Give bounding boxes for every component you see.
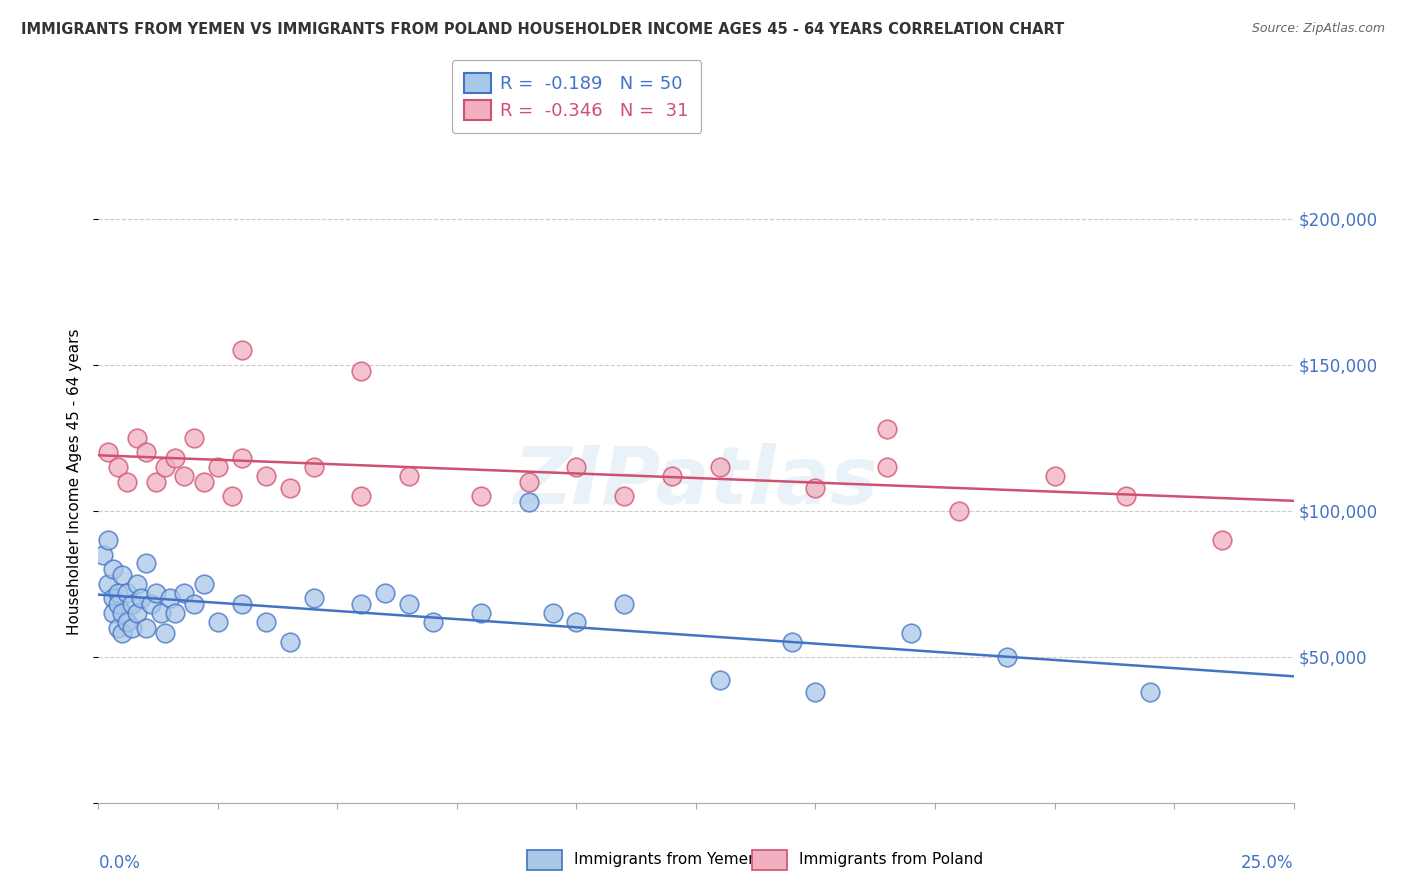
Point: [135, 445, 157, 459]
Point: [278, 635, 301, 649]
Point: [135, 557, 157, 571]
Point: [107, 597, 129, 611]
Point: [163, 606, 186, 620]
Point: [398, 468, 420, 483]
Point: [398, 597, 420, 611]
Point: [948, 504, 970, 518]
Point: [101, 606, 124, 620]
Point: [517, 495, 540, 509]
Point: [302, 460, 325, 475]
Point: [163, 451, 186, 466]
Point: [107, 585, 129, 599]
Point: [97, 533, 120, 547]
Y-axis label: Householder Income Ages 45 - 64 years: Householder Income Ages 45 - 64 years: [66, 328, 82, 635]
Point: [254, 615, 277, 629]
Point: [780, 635, 803, 649]
Point: [207, 460, 229, 475]
Point: [231, 343, 253, 358]
Point: [111, 606, 134, 620]
Point: [1115, 489, 1137, 503]
Point: [470, 606, 492, 620]
Point: [159, 591, 181, 606]
Point: [97, 577, 120, 591]
Point: [231, 451, 253, 466]
Point: [517, 475, 540, 489]
Point: [193, 577, 215, 591]
Point: [125, 577, 148, 591]
Point: [145, 585, 167, 599]
Point: [111, 568, 134, 582]
Point: [115, 615, 138, 629]
Point: [422, 615, 444, 629]
Point: [876, 422, 898, 436]
Point: [254, 468, 277, 483]
Point: [565, 615, 588, 629]
Point: [661, 468, 683, 483]
Point: [1139, 685, 1161, 699]
Point: [876, 460, 898, 475]
Text: Immigrants from Poland: Immigrants from Poland: [799, 853, 983, 867]
Point: [131, 591, 153, 606]
Point: [613, 597, 636, 611]
Point: [350, 597, 373, 611]
Point: [91, 548, 114, 562]
Point: [613, 489, 636, 503]
Point: [565, 460, 588, 475]
Point: [115, 585, 138, 599]
Point: [541, 606, 564, 620]
Point: [278, 481, 301, 495]
Text: 25.0%: 25.0%: [1241, 855, 1294, 872]
Text: IMMIGRANTS FROM YEMEN VS IMMIGRANTS FROM POLAND HOUSEHOLDER INCOME AGES 45 - 64 : IMMIGRANTS FROM YEMEN VS IMMIGRANTS FROM…: [21, 22, 1064, 37]
Point: [995, 649, 1018, 664]
Text: 0.0%: 0.0%: [98, 855, 141, 872]
Point: [231, 597, 253, 611]
Point: [101, 591, 124, 606]
Point: [121, 621, 143, 635]
Point: [121, 597, 143, 611]
Text: ZIPatlas: ZIPatlas: [513, 442, 879, 521]
Point: [470, 489, 492, 503]
Point: [350, 489, 373, 503]
Point: [183, 431, 205, 445]
Point: [350, 364, 373, 378]
Point: [155, 460, 177, 475]
Point: [1043, 468, 1066, 483]
Point: [302, 591, 325, 606]
Point: [97, 445, 120, 459]
Text: Source: ZipAtlas.com: Source: ZipAtlas.com: [1251, 22, 1385, 36]
Point: [149, 606, 172, 620]
Point: [193, 475, 215, 489]
Point: [135, 621, 157, 635]
Point: [804, 481, 827, 495]
Point: [900, 626, 922, 640]
Point: [183, 597, 205, 611]
Point: [173, 468, 195, 483]
Point: [207, 615, 229, 629]
Point: [374, 585, 396, 599]
Point: [173, 585, 195, 599]
Point: [111, 626, 134, 640]
Point: [709, 673, 731, 688]
Point: [107, 621, 129, 635]
Point: [221, 489, 243, 503]
Point: [709, 460, 731, 475]
Point: [804, 685, 827, 699]
Point: [145, 475, 167, 489]
Point: [125, 606, 148, 620]
Point: [101, 562, 124, 576]
Point: [139, 597, 162, 611]
Point: [115, 475, 138, 489]
Point: [1211, 533, 1233, 547]
Point: [107, 460, 129, 475]
Text: Immigrants from Yemen: Immigrants from Yemen: [574, 853, 758, 867]
Legend: R =  -0.189   N = 50, R =  -0.346   N =  31: R = -0.189 N = 50, R = -0.346 N = 31: [451, 61, 702, 133]
Point: [125, 431, 148, 445]
Point: [155, 626, 177, 640]
